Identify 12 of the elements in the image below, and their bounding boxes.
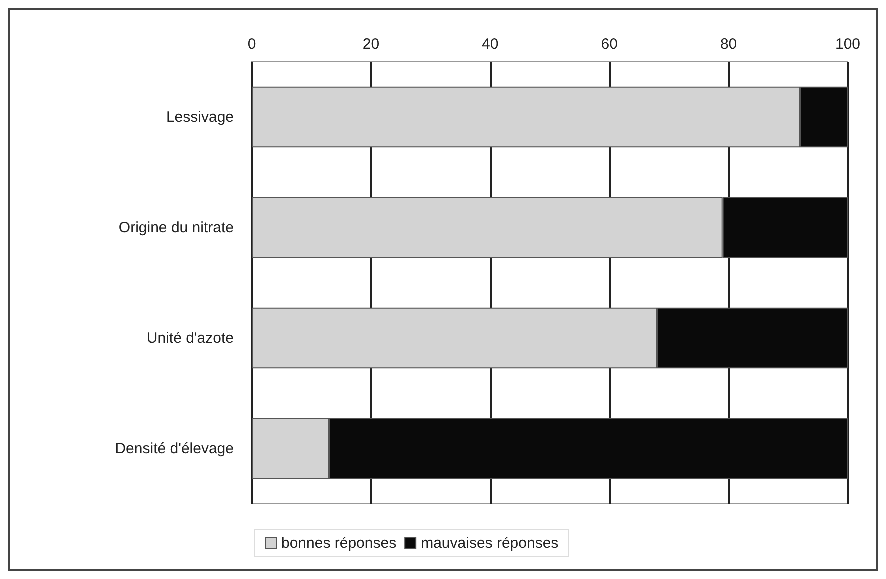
x-tick-label: 40: [482, 36, 499, 53]
legend-label: mauvaises réponses: [421, 535, 559, 552]
x-tick-label: 0: [248, 36, 256, 53]
x-tick-label: 80: [720, 36, 738, 53]
x-tick-label: 60: [601, 36, 618, 53]
y-tick-label: Lessivage: [166, 108, 234, 126]
x-tick-label: 100: [835, 36, 861, 53]
legend-label: bonnes réponses: [282, 535, 397, 552]
x-tick-label: 20: [362, 36, 380, 53]
y-tick-label: Unité d'azote: [146, 330, 234, 347]
y-tick-label: Densité d'élevage: [115, 440, 234, 458]
y-tick-label: Origine du nitrate: [118, 219, 234, 236]
